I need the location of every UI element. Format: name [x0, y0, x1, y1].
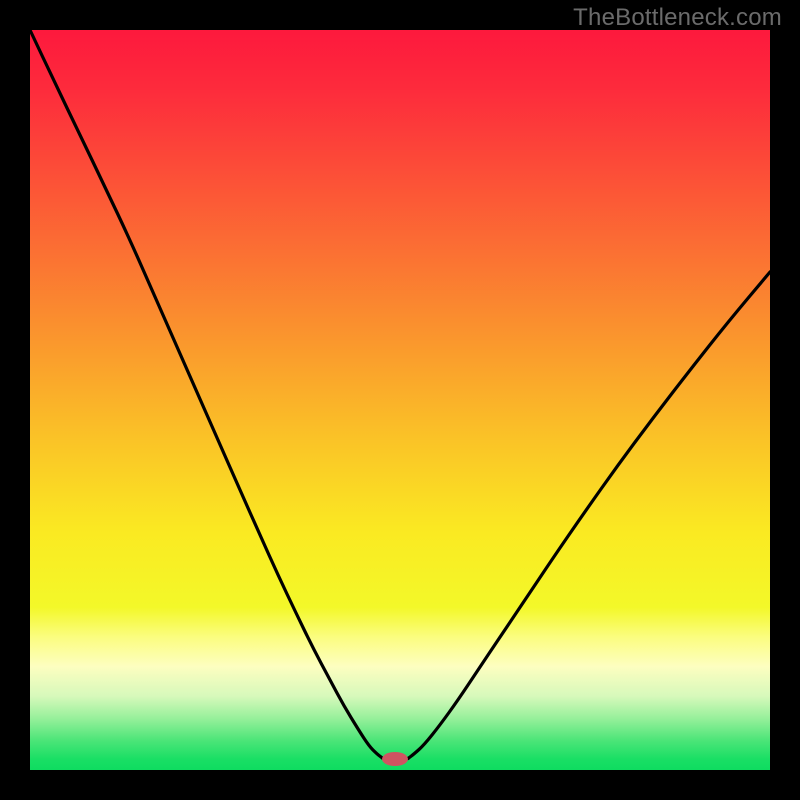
watermark-text: TheBottleneck.com: [573, 4, 782, 32]
bottleneck-chart: [0, 0, 800, 800]
chart-container: TheBottleneck.com: [0, 0, 800, 800]
bottleneck-marker: [382, 752, 408, 766]
plot-background: [30, 30, 770, 770]
